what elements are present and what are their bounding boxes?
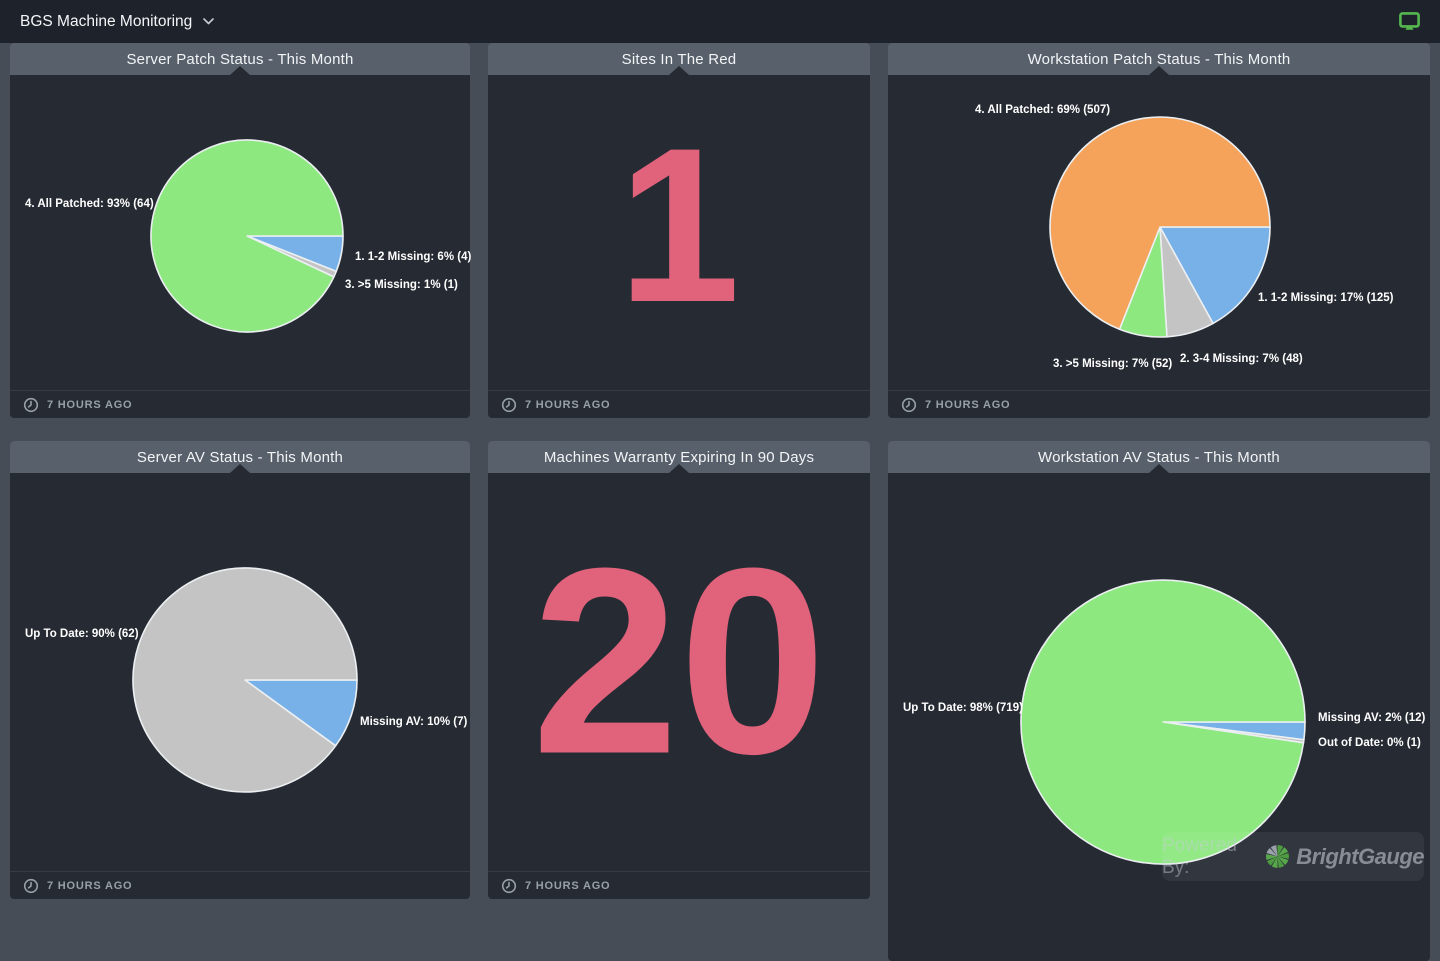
pie-label: 4. All Patched: 93% (64)	[25, 198, 154, 210]
powered-by-badge[interactable]: Powered By: BrightGauge	[1162, 832, 1424, 881]
panel-header: Sites In The Red	[488, 43, 870, 75]
clock-icon	[23, 878, 39, 893]
pie-label: Out of Date: 0% (1)	[1318, 737, 1421, 749]
panel-footer: 7 HOURS AGO	[488, 390, 870, 418]
pie-label: 4. All Patched: 69% (507)	[975, 104, 1111, 116]
panel-body: 1. 1-2 Missing: 6% (4) 3. >5 Missing: 1%…	[10, 75, 472, 418]
panel-header-notch	[1149, 66, 1169, 75]
pie-chart-server-patch[interactable]	[149, 138, 345, 339]
panel-header: Workstation AV Status - This Month	[888, 441, 1430, 473]
pie-label: 1. 1-2 Missing: 17% (125)	[1258, 292, 1394, 304]
panel-title: Machines Warranty Expiring In 90 Days	[543, 448, 815, 466]
panel-body: 1	[488, 75, 870, 418]
top-bar: BGS Machine Monitoring	[0, 0, 1440, 43]
panel-footer: 7 HOURS AGO	[10, 871, 470, 899]
dashboard-title: BGS Machine Monitoring	[20, 12, 193, 30]
last-updated-label: 7 HOURS AGO	[47, 398, 133, 411]
pie-chart-server-av[interactable]	[131, 566, 359, 799]
panel-footer: 7 HOURS AGO	[888, 390, 1430, 418]
pie-label: Up To Date: 98% (719)	[903, 702, 1023, 714]
panel-title: Server Patch Status - This Month	[126, 50, 354, 68]
clock-icon	[501, 878, 517, 893]
panel-header-notch	[230, 66, 250, 75]
panel-machines-warranty-expiring: Machines Warranty Expiring In 90 Days 20…	[488, 441, 870, 899]
number-gauge-value[interactable]: 1	[617, 102, 741, 348]
pie-label: 1. 1-2 Missing: 6% (4)	[355, 251, 472, 263]
panel-title: Workstation AV Status - This Month	[1038, 448, 1280, 466]
panel-title: Server AV Status - This Month	[136, 448, 344, 466]
panel-header-notch	[1149, 464, 1169, 473]
panel-body: 20	[488, 473, 870, 899]
clock-icon	[901, 397, 917, 412]
panel-body: Missing AV: 10% (7) Up To Date: 90% (62)	[10, 473, 470, 899]
last-updated-label: 7 HOURS AGO	[525, 398, 611, 411]
panel-workstation-av-status: Workstation AV Status - This Month Missi…	[888, 441, 1430, 961]
panel-header: Server AV Status - This Month	[10, 441, 470, 473]
chevron-down-icon	[203, 18, 215, 25]
pie-label: 2. 3-4 Missing: 7% (48)	[1180, 353, 1303, 365]
panel-header: Server Patch Status - This Month	[10, 43, 470, 75]
screen-display-icon[interactable]	[1399, 12, 1420, 31]
last-updated-label: 7 HOURS AGO	[47, 879, 133, 892]
clock-icon	[501, 397, 517, 412]
last-updated-label: 7 HOURS AGO	[925, 398, 1011, 411]
number-gauge-value[interactable]: 20	[531, 513, 827, 810]
panel-header: Machines Warranty Expiring In 90 Days	[488, 441, 870, 473]
dashboard-title-dropdown[interactable]: BGS Machine Monitoring	[20, 12, 215, 31]
clock-icon	[23, 397, 39, 412]
pie-label: Missing AV: 2% (12)	[1318, 712, 1426, 724]
panel-header-notch	[230, 464, 250, 473]
panel-body: 1. 1-2 Missing: 17% (125) 2. 3-4 Missing…	[888, 75, 1430, 418]
panel-workstation-patch-status: Workstation Patch Status - This Month 1.…	[888, 43, 1430, 418]
pie-chart-workstation-av[interactable]	[1019, 578, 1307, 871]
panel-header-notch	[669, 464, 689, 473]
brightgauge-logo-text: BrightGauge	[1296, 843, 1424, 869]
panel-header-notch	[669, 66, 689, 75]
pie-label: 3. >5 Missing: 7% (52)	[1053, 358, 1173, 370]
brightgauge-logo-icon	[1266, 845, 1290, 868]
panel-body: Missing AV: 2% (12) Out of Date: 0% (1) …	[888, 473, 1430, 961]
panel-title: Sites In The Red	[621, 50, 737, 68]
pie-label: 3. >5 Missing: 1% (1)	[345, 279, 458, 291]
pie-label: Up To Date: 90% (62)	[25, 628, 139, 640]
panel-sites-in-the-red: Sites In The Red 1 7 HOURS AGO	[488, 43, 870, 418]
pie-label: Missing AV: 10% (7)	[360, 716, 468, 728]
powered-by-label: Powered By:	[1162, 834, 1237, 878]
panel-server-av-status: Server AV Status - This Month Missing AV…	[10, 441, 470, 899]
panel-title: Workstation Patch Status - This Month	[1027, 50, 1291, 68]
panel-header: Workstation Patch Status - This Month	[888, 43, 1430, 75]
pie-chart-workstation-patch[interactable]	[1048, 115, 1272, 344]
panel-footer: 7 HOURS AGO	[10, 390, 470, 418]
last-updated-label: 7 HOURS AGO	[525, 879, 611, 892]
panel-footer: 7 HOURS AGO	[488, 871, 870, 899]
panel-server-patch-status: Server Patch Status - This Month 1. 1-2 …	[10, 43, 472, 418]
